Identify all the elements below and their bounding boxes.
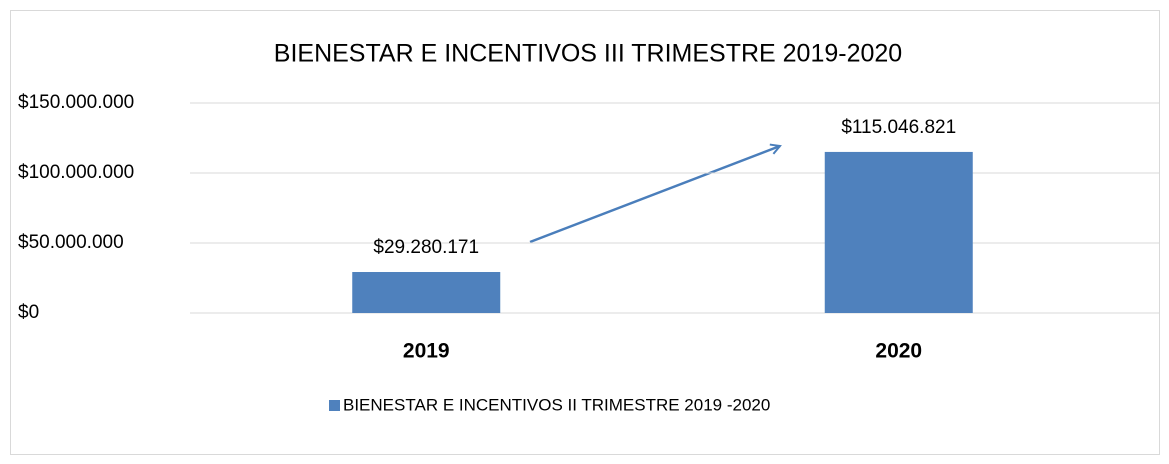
y-tick-label: $50.000.000 [18, 232, 124, 253]
data-label: $29.280.171 [373, 237, 479, 258]
bar [352, 272, 501, 313]
data-label: $115.046.821 [841, 117, 956, 138]
chart-title: BIENESTAR E INCENTIVOS III TRIMESTRE 201… [274, 40, 902, 68]
bar [824, 151, 973, 313]
legend-label: BIENESTAR E INCENTIVOS II TRIMESTRE 2019… [343, 395, 770, 414]
x-tick-label: 2020 [875, 340, 922, 363]
y-tick-label: $0 [18, 302, 39, 323]
y-tick-label: $150.000.000 [18, 92, 134, 113]
legend-swatch [329, 400, 340, 411]
trend-arrow [529, 146, 780, 244]
x-tick-label: 2019 [403, 340, 450, 363]
chart-border [10, 10, 1160, 455]
y-tick-label: $100.000.000 [18, 162, 134, 183]
